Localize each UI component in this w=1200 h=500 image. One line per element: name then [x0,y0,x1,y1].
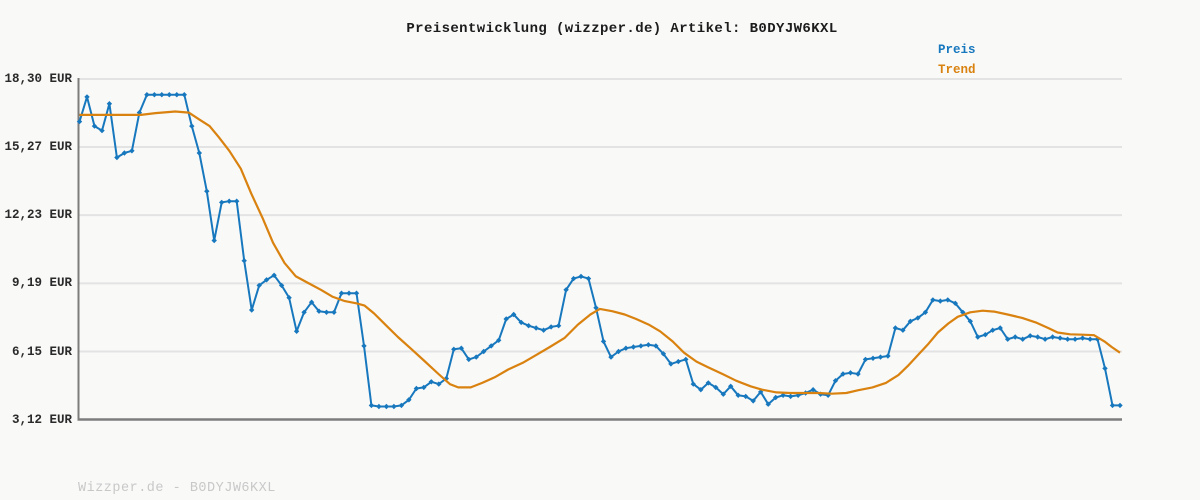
watermark-text: Wizzper.de - B0DYJW6KXL [78,481,276,496]
legend-item-trend: Trend [938,63,976,77]
preis-markers [76,92,1123,410]
y-axis-label: 12,23 EUR [4,208,72,223]
chart-legend: Preis Trend [938,40,976,80]
chart-title: Preisentwicklung (wizzper.de) Artikel: B… [406,21,838,37]
y-axis-label: 9,19 EUR [11,276,72,291]
y-axis-label: 15,27 EUR [4,139,72,154]
preis-line [78,93,1120,408]
y-axis-label: 18,30 EUR [4,72,72,86]
trend-line [79,110,1121,395]
y-axis-label: 6,15 EUR [11,344,72,359]
legend-item-preis: Preis [938,43,976,57]
y-axis: 18,30 EUR 15,27 EUR 12,23 EUR 9,19 EUR 6,15 … [0,0,72,500]
y-axis-label: 3,12 EUR [11,412,72,427]
